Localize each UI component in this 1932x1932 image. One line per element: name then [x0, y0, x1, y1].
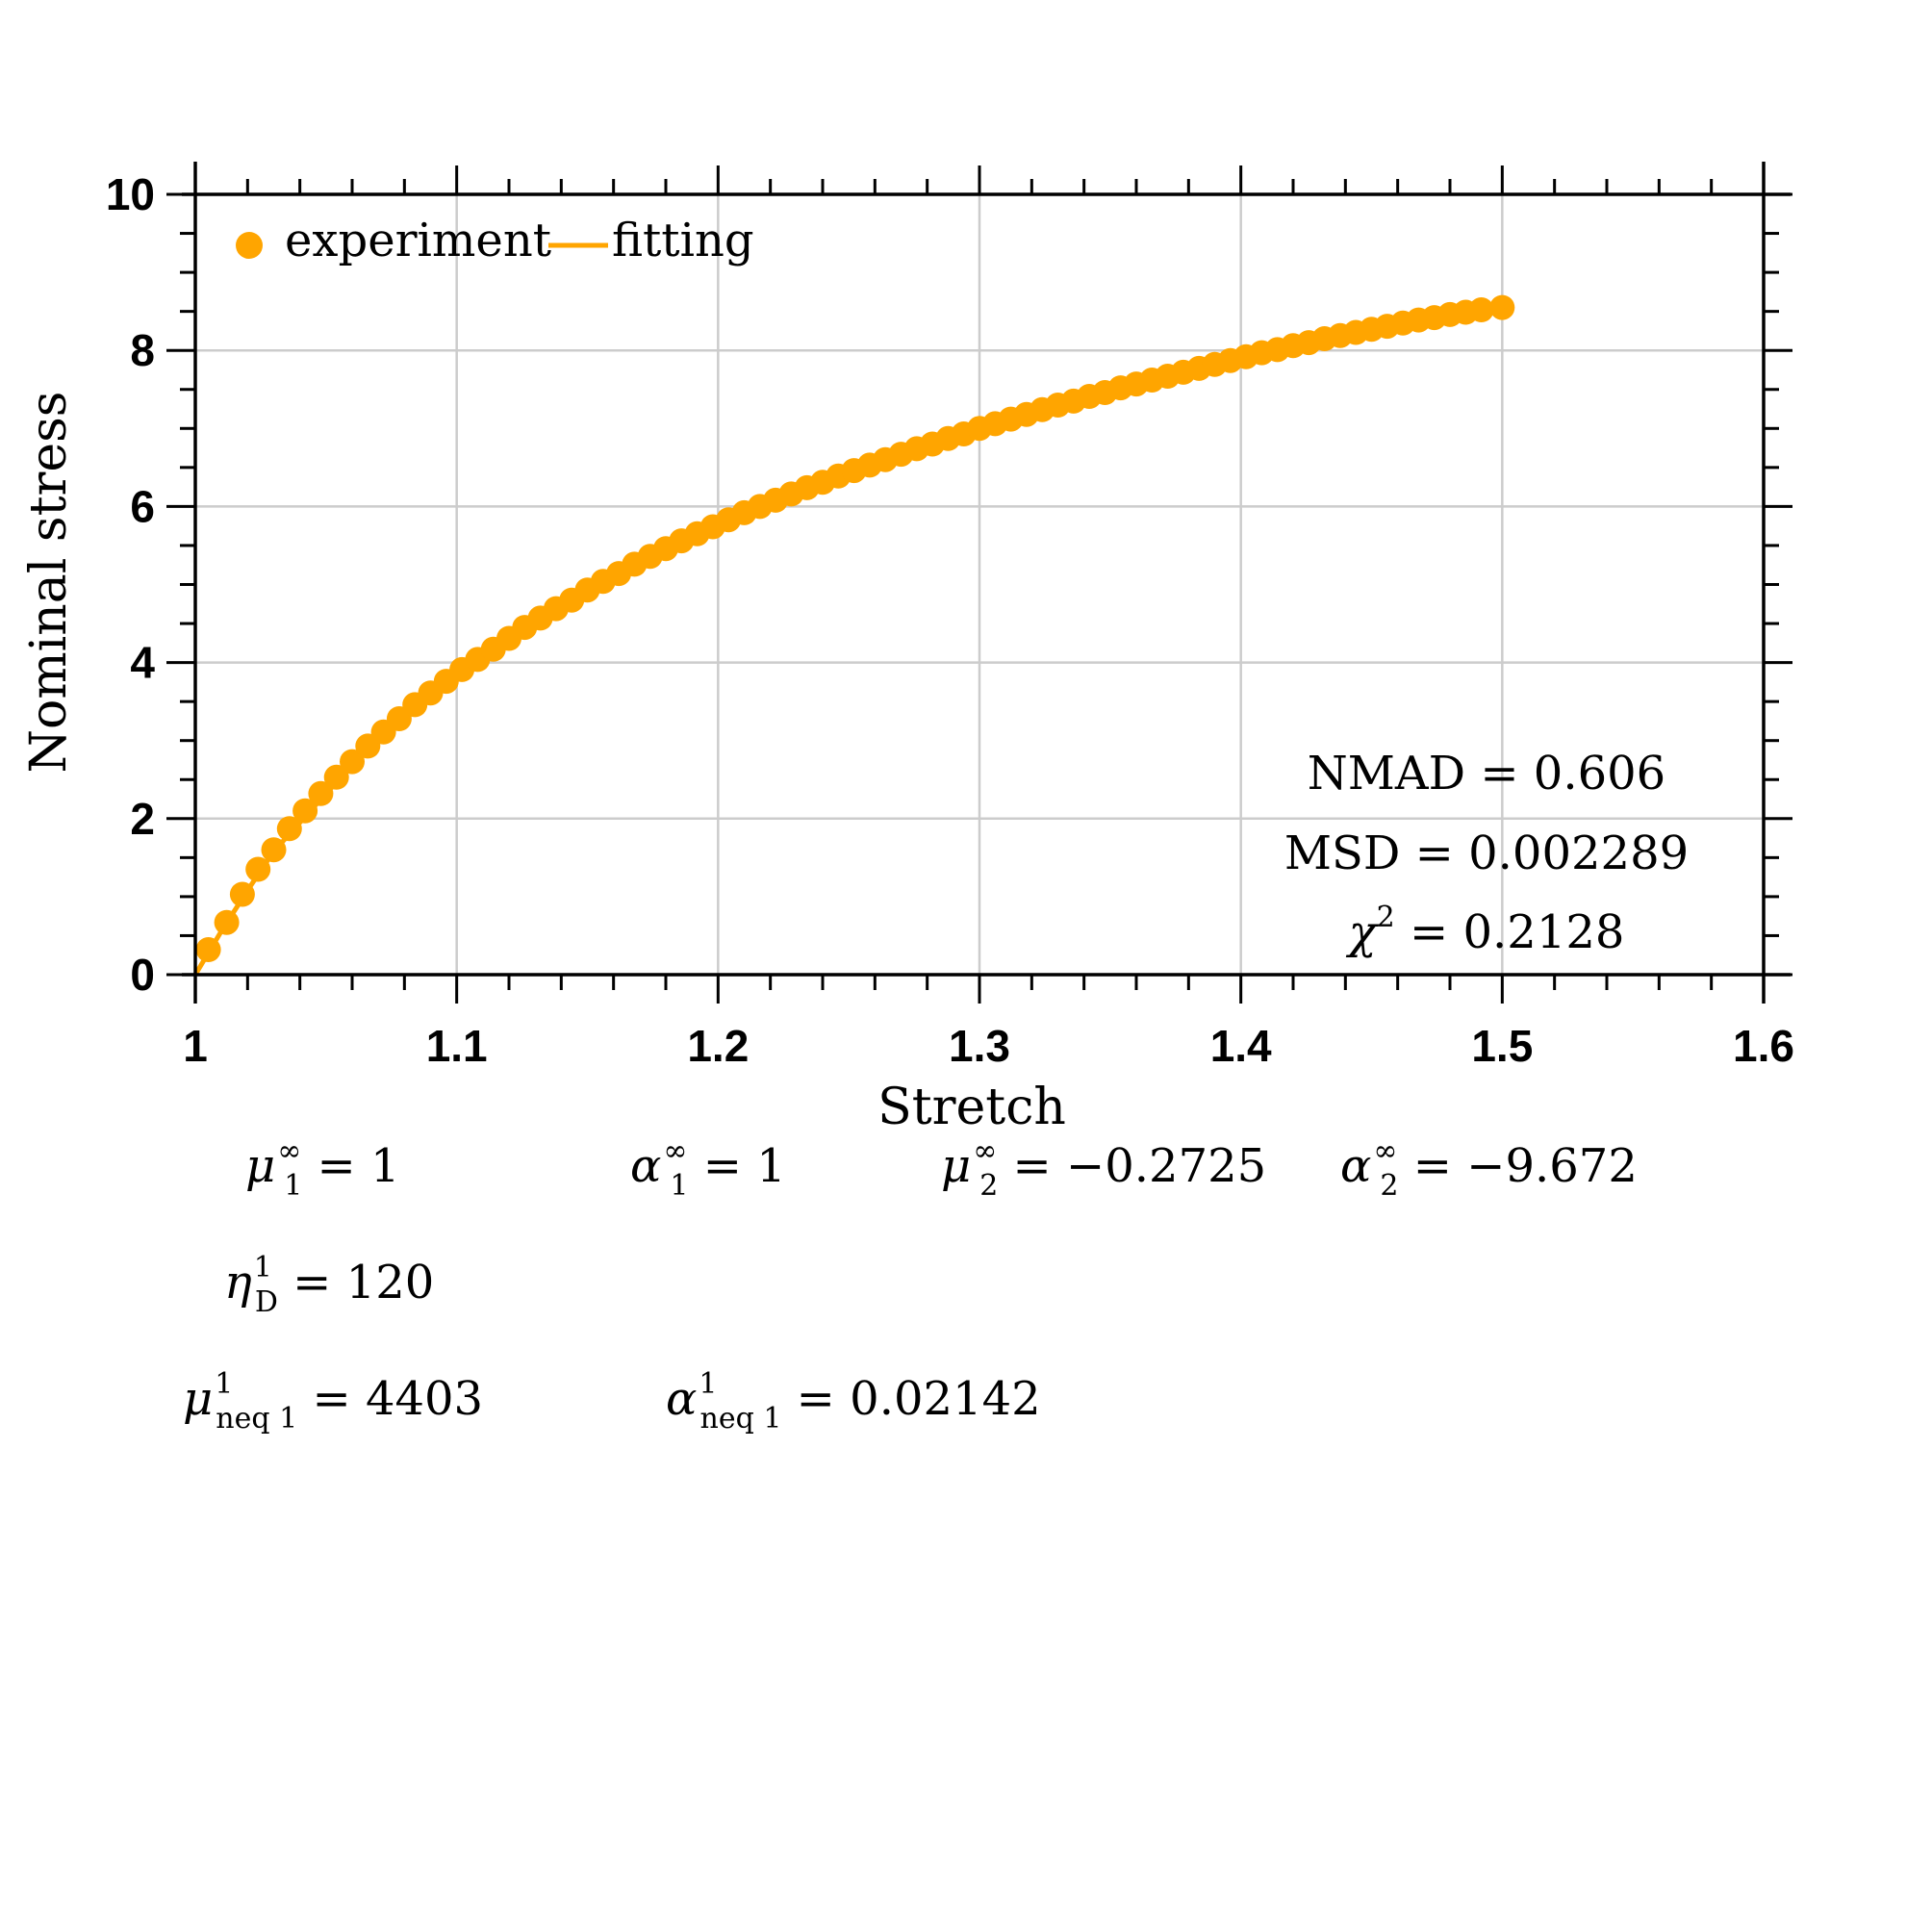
- x-tick-label: 1.2: [687, 1021, 749, 1071]
- parameter-1: α∞ 1 = 1: [630, 1134, 786, 1203]
- axes: [182, 162, 1791, 1004]
- experiment-point: [323, 764, 349, 790]
- model-parameters: μ∞ 1 = 1 α∞ 1 = 1 μ∞ 2 = −0.2725 α∞ 2 = −9.672η…: [183, 1134, 1638, 1436]
- parameter-subscript: neq 1: [216, 1402, 297, 1436]
- x-tick-label: 1.5: [1471, 1021, 1533, 1071]
- parameter-superscript: 1: [215, 1367, 233, 1401]
- parameter-0: μ∞ 1 = 1: [245, 1134, 400, 1203]
- parameter-subscript: 2: [979, 1169, 998, 1203]
- parameter-superscript: 1: [699, 1367, 717, 1401]
- parameter-symbol: η: [224, 1256, 252, 1309]
- legend-fitting-label: fitting: [612, 214, 754, 267]
- parameter-symbol: α: [630, 1139, 661, 1193]
- parameter-superscript: ∞: [973, 1134, 997, 1168]
- y-axis-ticks: 0 2 4 6 8 10: [106, 169, 1792, 1000]
- parameter-value: = 120: [278, 1256, 434, 1309]
- chi2-stat: χ2 = 0.2128: [1346, 901, 1625, 959]
- parameter-subscript: 2: [1380, 1169, 1398, 1203]
- experiment-point: [245, 856, 271, 882]
- y-tick-label: 2: [130, 794, 155, 844]
- parameter-6: α1 neq 1 = 0.02142: [666, 1367, 1041, 1436]
- chi2-value: = 0.2128: [1395, 905, 1625, 959]
- parameter-subscript: D: [255, 1285, 278, 1319]
- parameter-value: = −0.2725: [998, 1139, 1266, 1193]
- parameter-4: η1 D = 120: [224, 1251, 434, 1319]
- parameter-subscript: 1: [670, 1169, 688, 1203]
- parameter-subscript: neq 1: [700, 1402, 782, 1436]
- y-tick-label: 6: [130, 481, 155, 531]
- chi2-symbol: χ: [1346, 905, 1380, 959]
- chi2-superscript: 2: [1377, 901, 1395, 934]
- x-tick-label: 1.6: [1733, 1021, 1794, 1071]
- experiment-series: [195, 294, 1515, 962]
- parameter-value: = 1: [302, 1139, 399, 1193]
- parameter-value: = −9.672: [1399, 1139, 1638, 1193]
- parameter-value: = 0.02142: [781, 1372, 1040, 1426]
- legend-experiment-label: experiment: [285, 214, 551, 267]
- experiment-point: [261, 837, 287, 863]
- y-tick-label: 10: [106, 169, 155, 219]
- fit-statistics: NMAD = 0.606 MSD = 0.002289 χ2 = 0.2128: [1284, 747, 1689, 959]
- x-axis-ticks: 1 1.1 1.2 1.3 1.4 1.5 1.6: [183, 165, 1794, 1071]
- experiment-point: [195, 937, 221, 962]
- x-tick-label: 1: [183, 1021, 208, 1071]
- x-tick-label: 1.4: [1210, 1021, 1272, 1071]
- experiment-point: [1468, 297, 1494, 322]
- parameter-2: μ∞ 2 = −0.2725: [941, 1134, 1266, 1203]
- parameter-3: α∞ 2 = −9.672: [1340, 1134, 1638, 1203]
- experiment-point: [340, 749, 365, 775]
- parameter-5: μ1 neq 1 = 4403: [183, 1367, 483, 1436]
- y-tick-label: 8: [130, 325, 155, 375]
- parameter-superscript: 1: [254, 1251, 272, 1284]
- parameter-symbol: μ: [183, 1372, 213, 1426]
- legend: experiment fitting: [236, 214, 754, 267]
- parameter-symbol: α: [1340, 1139, 1371, 1193]
- experiment-point: [214, 909, 240, 935]
- x-axis-title: Stretch: [877, 1079, 1066, 1136]
- parameter-value: = 4403: [297, 1372, 483, 1426]
- parameter-superscript: ∞: [277, 1134, 301, 1168]
- y-axis-title: Nominal stress: [20, 392, 78, 774]
- experiment-point: [308, 780, 334, 806]
- parameter-symbol: α: [666, 1372, 697, 1426]
- parameter-superscript: ∞: [663, 1134, 687, 1168]
- parameter-symbol: μ: [941, 1139, 971, 1193]
- msd-stat: MSD = 0.002289: [1284, 826, 1689, 880]
- experiment-point: [292, 798, 318, 824]
- parameter-subscript: 1: [284, 1169, 302, 1203]
- y-tick-label: 4: [130, 638, 155, 688]
- experiment-point: [276, 816, 302, 842]
- nmad-stat: NMAD = 0.606: [1308, 747, 1665, 801]
- legend-experiment-marker: [236, 232, 263, 259]
- x-tick-label: 1.3: [949, 1021, 1010, 1071]
- parameter-superscript: ∞: [1373, 1134, 1397, 1168]
- experiment-point: [229, 881, 255, 907]
- experiment-point: [1489, 294, 1515, 320]
- x-tick-label: 1.1: [426, 1021, 488, 1071]
- parameter-value: = 1: [689, 1139, 786, 1193]
- y-tick-label: 0: [130, 950, 155, 1000]
- parameter-symbol: μ: [245, 1139, 275, 1193]
